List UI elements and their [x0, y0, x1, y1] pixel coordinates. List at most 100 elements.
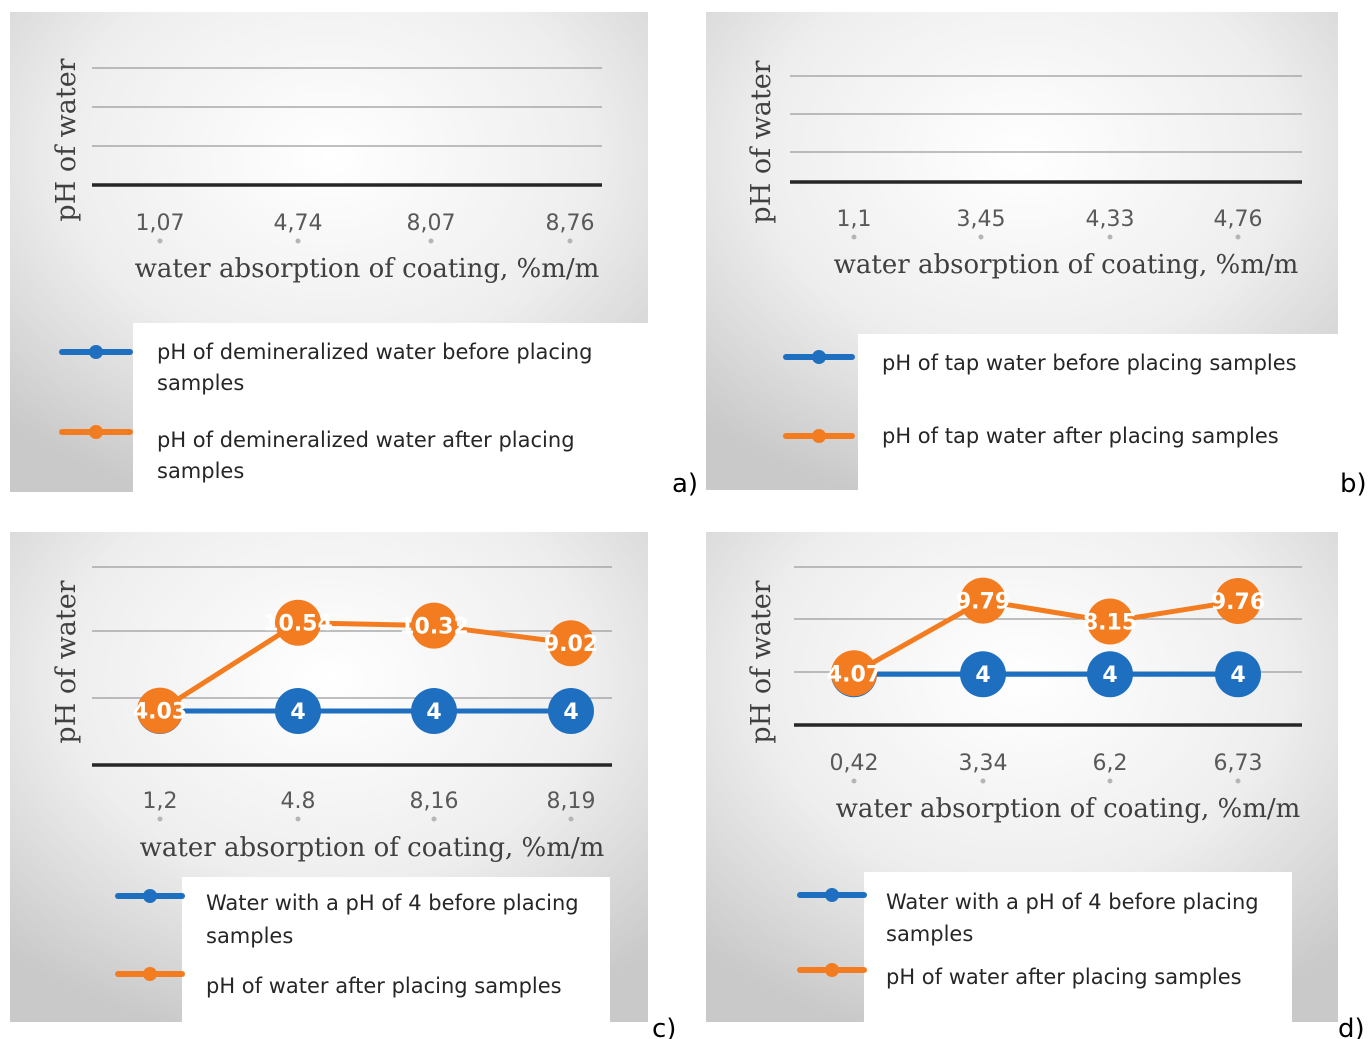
- data-label: 9.76: [1211, 590, 1265, 615]
- x-tick-label: 1,07: [136, 211, 185, 236]
- x-tick-label: 4,76: [1214, 207, 1263, 232]
- data-label: 8.15: [1083, 610, 1137, 635]
- data-point: [1087, 651, 1133, 698]
- panel-label: c): [652, 1014, 676, 1039]
- x-tick-label: 8,76: [546, 211, 595, 236]
- x-tick-label: 3,34: [959, 751, 1008, 776]
- x-tick-label: 8,16: [410, 789, 459, 814]
- x-axis-label: water absorption of coating, %m/m: [140, 833, 605, 863]
- data-label: 4: [426, 700, 441, 725]
- data-label: 4: [975, 663, 990, 688]
- data-point: [1087, 598, 1133, 645]
- data-point: [831, 650, 877, 697]
- legend-swatch-marker: [825, 963, 839, 977]
- data-point: [411, 602, 457, 649]
- x-tick-mark: [428, 238, 434, 244]
- data-label: 10.54: [263, 612, 333, 637]
- data-point: [548, 688, 594, 734]
- x-tick-mark: [157, 816, 163, 822]
- data-point: [960, 577, 1006, 624]
- x-tick-label: 4,74: [274, 211, 323, 236]
- x-tick-label: 4.8: [281, 789, 316, 814]
- data-label: 10.32: [399, 615, 469, 640]
- x-tick-label: 6,2: [1093, 751, 1128, 776]
- x-tick-label: 1,2: [143, 789, 178, 814]
- data-point: [1215, 578, 1261, 625]
- series-2: 4.03 10.54 10.32 9.02: [133, 599, 598, 734]
- legend-label: pH of tap water before placing samples: [882, 351, 1297, 375]
- legend-label: pH of demineralized water after placing s…: [157, 428, 575, 483]
- x-axis-label: water absorption of coating, %m/m: [836, 794, 1301, 824]
- chart-panel-4: pH of water 0,42 3,34 6,2 6,73 water absorpti…: [706, 532, 1365, 1039]
- data-point: [1215, 651, 1261, 698]
- legend: pH of tap water before placing samples pH…: [783, 334, 1358, 491]
- legend-box: [182, 877, 610, 1039]
- x-tick-mark: [295, 238, 301, 244]
- legend-swatch-marker: [825, 888, 839, 902]
- legend-swatch-marker: [143, 889, 157, 903]
- x-tick-mark: [1107, 234, 1113, 240]
- y-axis-label: pH of water: [51, 58, 82, 221]
- series-2: 4.07 9.79 8.15 9.76: [827, 577, 1265, 697]
- series-line: [158, 620, 572, 713]
- x-tick-mark: [851, 234, 857, 240]
- x-tick-mark: [851, 778, 857, 784]
- panel-label: d): [1338, 1014, 1365, 1039]
- legend-swatch-marker: [89, 345, 103, 359]
- x-tick-label: 3,45: [957, 207, 1006, 232]
- x-tick-mark: [431, 816, 437, 822]
- legend-label: pH of water after placing samples: [206, 974, 562, 998]
- legend-swatch-marker: [89, 425, 103, 439]
- data-label: 9.79: [956, 590, 1010, 615]
- chart-panel-3: pH of water 1,2 4.8 8,16 8,19 water absorptio…: [10, 532, 676, 1039]
- data-label: 4: [1230, 663, 1245, 688]
- legend: Water with a pH of 4 before placing sampl…: [115, 877, 610, 1039]
- x-tick-mark: [295, 816, 301, 822]
- legend-label: pH of water after placing samples: [886, 965, 1242, 989]
- legend-box: [864, 872, 1292, 1034]
- x-tick-label: 8,19: [547, 789, 596, 814]
- x-tick-mark: [157, 238, 163, 244]
- data-label: 4: [1102, 663, 1117, 688]
- legend-label: pH of tap water after placing samples: [882, 424, 1279, 448]
- data-point: [275, 688, 321, 734]
- legend: pH of demineralized water before placing…: [59, 323, 648, 495]
- data-label: 4.03: [133, 700, 187, 725]
- x-tick-mark: [978, 234, 984, 240]
- y-axis-label: pH of water: [51, 580, 82, 743]
- legend-label: Water with a pH of 4 before placing sampl…: [886, 890, 1259, 946]
- data-point: [548, 620, 594, 667]
- series-line: [852, 598, 1239, 676]
- legend-swatch-marker: [812, 429, 826, 443]
- x-tick-label: 8,07: [407, 211, 456, 236]
- panel-label: a): [672, 469, 698, 499]
- data-label: 9.02: [544, 632, 598, 657]
- y-axis-label: pH of water: [746, 60, 777, 223]
- x-tick-mark: [568, 816, 574, 822]
- x-axis-label: water absorption of coating, %m/m: [834, 250, 1299, 280]
- legend-label: pH of demineralized water before placing…: [157, 340, 592, 395]
- x-tick-mark: [1235, 778, 1241, 784]
- data-point: [137, 687, 183, 734]
- data-label: 4: [563, 700, 578, 725]
- x-tick-label: 0,42: [830, 751, 879, 776]
- data-point: [960, 651, 1006, 698]
- x-axis-label: water absorption of coating, %m/m: [135, 254, 600, 284]
- x-tick-mark: [980, 778, 986, 784]
- legend-box: [858, 334, 1358, 491]
- legend-swatch-marker: [143, 967, 157, 981]
- x-tick-label: 4,33: [1086, 207, 1135, 232]
- legend-label: Water with a pH of 4 before placing sampl…: [206, 891, 579, 948]
- chart-panel-1: pH of water 1,07 4,74 8,07 8,76 water absorpt…: [10, 12, 698, 499]
- chart-panel-2: pH of water 1,1 3,45 4,33 4,76 water absorpti…: [706, 12, 1367, 499]
- legend-swatch-marker: [812, 350, 826, 364]
- y-axis-label: pH of water: [746, 580, 777, 743]
- data-point: [411, 688, 457, 734]
- data-label: 4: [290, 700, 305, 725]
- x-tick-mark: [1235, 234, 1241, 240]
- data-label: 4.07: [827, 662, 881, 687]
- x-tick-label: 6,73: [1214, 751, 1263, 776]
- legend: Water with a pH of 4 before placing sampl…: [797, 872, 1292, 1034]
- x-tick-label: 1,1: [837, 207, 872, 232]
